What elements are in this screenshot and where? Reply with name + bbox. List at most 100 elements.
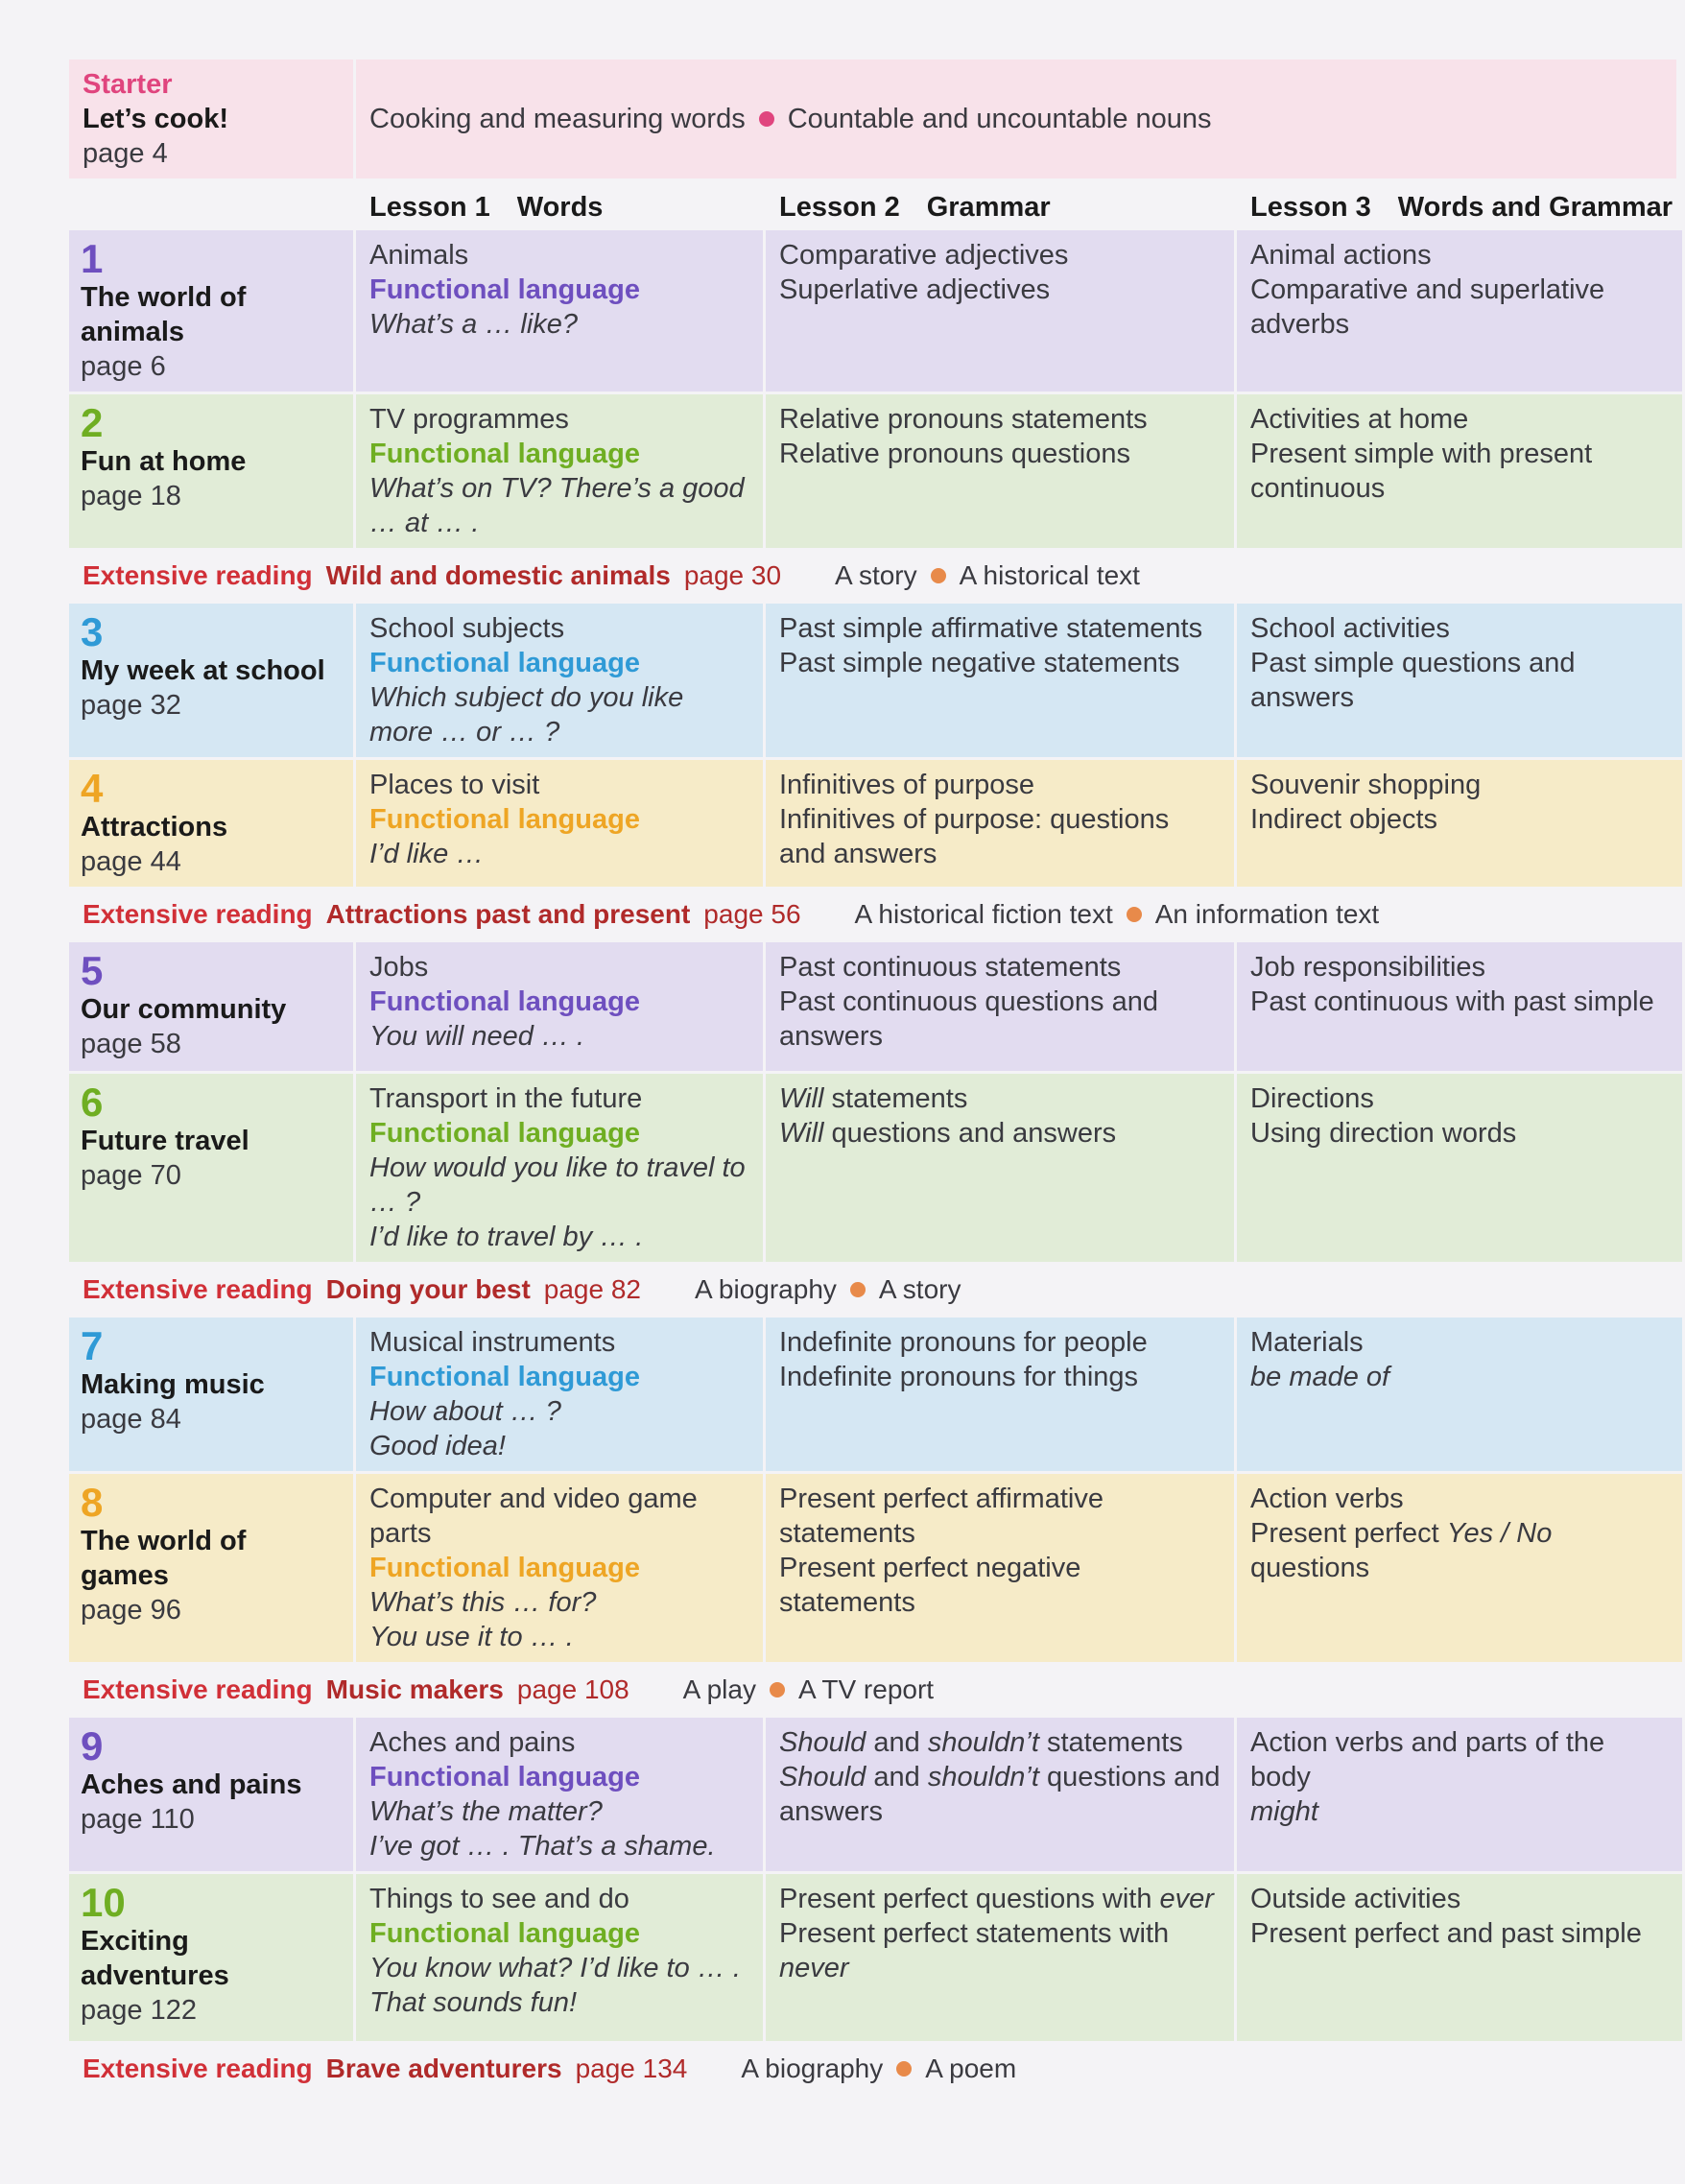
unit-title: Fun at home: [81, 446, 247, 477]
unit-number: 7: [81, 1323, 104, 1368]
grammar-topic: Will questions and answers: [779, 1116, 1221, 1151]
lesson3-topic: Animal actions: [1250, 238, 1669, 273]
lesson3-topic: Present simple with present continuous: [1250, 437, 1669, 506]
text-segment: shouldn’t: [927, 1762, 1039, 1792]
lesson1-cell: School subjects Functional language Which …: [356, 604, 763, 757]
unit-title-cell: 7 Making music page 84: [69, 1318, 353, 1471]
starter-label: Starter: [83, 69, 173, 100]
unit-number: 4: [81, 766, 104, 811]
text-segment: and: [866, 1762, 928, 1792]
text-segment: Present perfect questions with: [779, 1884, 1160, 1914]
text-type: A story: [835, 560, 917, 590]
bullet-icon: [758, 111, 774, 127]
lesson1-cell: Things to see and do Functional language Y…: [356, 1874, 763, 2041]
grammar-topic: Should and shouldn’t statements: [779, 1725, 1221, 1760]
text-type: A biography: [695, 1274, 837, 1304]
text-segment: How would you like to travel to … ?: [369, 1152, 746, 1218]
unit-page: page 110: [81, 1804, 195, 1835]
reading-title: Brave adventurers: [325, 2053, 562, 2083]
unit-number: 6: [81, 1080, 104, 1125]
text-segment: Present perfect statements with: [779, 1918, 1170, 1949]
lesson2-cell: Past continuous statements Past continuou…: [766, 942, 1234, 1071]
functional-language-label: Functional language: [369, 1362, 640, 1392]
unit-page: page 58: [81, 1029, 181, 1059]
text-segment: Should: [779, 1762, 866, 1792]
text-type: A historical fiction text: [854, 899, 1113, 929]
unit-row-9: 9 Aches and pains page 110 Aches and pains F…: [69, 1718, 1682, 1871]
extensive-reading-row: Extensive reading Music makers page 108 A p…: [69, 1666, 1673, 1714]
reading-title: Attractions past and present: [325, 899, 691, 929]
lesson1-cell: Animals Functional language What’s a … lik…: [356, 230, 763, 392]
text-segment: Relative pronouns statements: [779, 404, 1148, 435]
text-segment: What’s a … like?: [369, 309, 579, 340]
lesson3-cell: Activities at home Present simple with pr…: [1237, 394, 1682, 548]
lesson3-topic: Materials: [1250, 1325, 1669, 1360]
text-segment: ever: [1159, 1884, 1214, 1914]
lesson3-cell: Animal actions Comparative and superlativ…: [1237, 230, 1682, 392]
reading-title: Wild and domestic animals: [325, 560, 671, 590]
lesson3-type: Words and Grammar: [1397, 192, 1673, 223]
lesson3-cell: Job responsibilities Past continuous with…: [1237, 942, 1682, 1071]
lesson3-cell: Materials be made of: [1237, 1318, 1682, 1471]
lesson3-cell: Outside activities Present perfect and pa…: [1237, 1874, 1682, 2041]
reading-page: page 30: [683, 560, 782, 590]
extensive-reading-label: Extensive reading: [83, 2053, 313, 2083]
functional-language-label: Functional language: [369, 439, 640, 469]
grammar-topic: Relative pronouns questions: [779, 437, 1221, 471]
text-type: A biography: [741, 2053, 884, 2083]
text-type: A story: [878, 1274, 961, 1304]
header-lesson2: Lesson 2 Grammar: [766, 184, 1234, 230]
reading-title: Doing your best: [325, 1274, 531, 1304]
reading-page: page 134: [575, 2053, 688, 2083]
contents-table: 1 The world of animals page 6 Animals Functi…: [69, 230, 1682, 2093]
extensive-reading-label: Extensive reading: [83, 1674, 313, 1704]
lesson2-cell: Present perfect affirmative statements Pr…: [766, 1474, 1234, 1662]
text-segment: What’s on TV? There’s a good … at … .: [369, 473, 745, 538]
lesson3-topic: be made of: [1250, 1360, 1669, 1394]
text-type: An information text: [1154, 899, 1380, 929]
lesson3-cell: Action verbs and parts of the body might: [1237, 1718, 1682, 1871]
starter-title: Let’s cook!: [83, 104, 229, 134]
unit-title-cell: 8 The world of games page 96: [69, 1474, 353, 1662]
unit-number: 1: [81, 236, 104, 281]
text-segment: What’s the matter?: [369, 1796, 603, 1827]
text-segment: Superlative adjectives: [779, 274, 1051, 305]
reading-title: Music makers: [325, 1674, 504, 1704]
text-segment: Past continuous with past simple: [1250, 986, 1654, 1017]
lesson1-cell: Transport in the future Functional langua…: [356, 1074, 763, 1262]
unit-row-5: 5 Our community page 58 Jobs Functional lang…: [69, 942, 1682, 1071]
unit-page: page 70: [81, 1160, 181, 1191]
functional-phrase: I’d like …: [369, 837, 749, 871]
functional-phrase: Good idea!: [369, 1429, 749, 1463]
unit-row-8: 8 The world of games page 96 Computer and v…: [69, 1474, 1682, 1662]
text-segment: Yes / No: [1446, 1518, 1553, 1549]
functional-language-label: Functional language: [369, 1118, 640, 1149]
text-segment: Action verbs and parts of the body: [1250, 1727, 1605, 1792]
grammar-topic: Infinitives of purpose: [779, 768, 1221, 802]
text-segment: Past simple affirmative statements: [779, 613, 1203, 644]
unit-row-3: 3 My week at school page 32 School subjects…: [69, 604, 1682, 757]
text-segment: I’d like to travel by … .: [369, 1222, 644, 1252]
text-segment: questions and answers: [823, 1118, 1117, 1149]
unit-title: My week at school: [81, 655, 325, 686]
text-segment: Job responsibilities: [1250, 952, 1486, 983]
grammar-topic: Indefinite pronouns for people: [779, 1325, 1221, 1360]
unit-page: page 122: [81, 1995, 197, 2026]
lesson2-cell: Infinitives of purpose Infinitives of pur…: [766, 760, 1234, 887]
text-segment: Using direction words: [1250, 1118, 1517, 1149]
grammar-topic: Will statements: [779, 1081, 1221, 1116]
text-segment: Past continuous questions and answers: [779, 986, 1158, 1052]
header-spacer: [69, 184, 353, 230]
unit-title: Exciting adventures: [81, 1926, 229, 1991]
grammar-topic: Should and shouldn’t questions and answe…: [779, 1760, 1221, 1829]
text-segment: Past continuous statements: [779, 952, 1122, 983]
unit-title-cell: 2 Fun at home page 18: [69, 394, 353, 548]
text-segment: How about … ?: [369, 1396, 561, 1427]
text-segment: Present simple with present continuous: [1250, 439, 1593, 504]
unit-title: Making music: [81, 1369, 265, 1400]
text-segment: Indefinite pronouns for people: [779, 1327, 1148, 1358]
text-segment: statements: [823, 1083, 968, 1114]
functional-language-label: Functional language: [369, 1918, 640, 1949]
unit-title-cell: 3 My week at school page 32: [69, 604, 353, 757]
lesson3-topic: Directions: [1250, 1081, 1669, 1116]
